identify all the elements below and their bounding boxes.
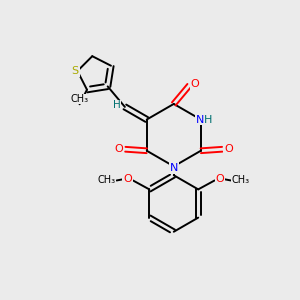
Text: H: H xyxy=(113,100,120,110)
Text: O: O xyxy=(114,144,123,154)
Text: CH₃: CH₃ xyxy=(98,176,116,185)
Text: N: N xyxy=(169,163,178,173)
Text: CH₃: CH₃ xyxy=(232,176,250,185)
Text: N: N xyxy=(196,115,204,124)
Text: CH₃: CH₃ xyxy=(70,94,88,104)
Text: H: H xyxy=(204,115,212,124)
Text: S: S xyxy=(71,66,79,76)
Text: O: O xyxy=(123,174,132,184)
Text: O: O xyxy=(224,144,233,154)
Text: O: O xyxy=(216,174,224,184)
Text: O: O xyxy=(191,79,200,89)
